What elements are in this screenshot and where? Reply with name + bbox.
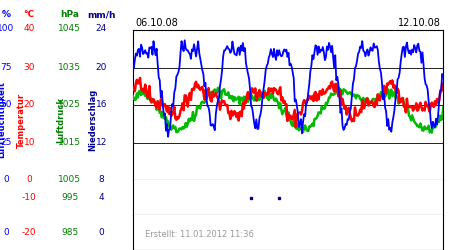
Text: 0: 0: [3, 176, 9, 184]
Text: Temperatur: Temperatur: [17, 92, 26, 148]
Text: 995: 995: [61, 193, 78, 202]
Text: hPa: hPa: [60, 10, 79, 19]
Text: 100: 100: [0, 24, 14, 33]
Text: 16: 16: [95, 100, 107, 110]
Text: 20: 20: [23, 100, 35, 110]
Text: Luftdruck: Luftdruck: [56, 97, 65, 143]
Text: 8: 8: [99, 176, 104, 184]
Text: mm/h: mm/h: [87, 10, 116, 19]
Text: 10: 10: [23, 138, 35, 147]
Text: Luftfeuchtigkeit: Luftfeuchtigkeit: [0, 82, 6, 158]
Text: 20: 20: [95, 63, 107, 72]
Text: 1045: 1045: [58, 24, 81, 33]
Text: -10: -10: [22, 193, 36, 202]
Text: 75: 75: [0, 63, 12, 72]
Text: %: %: [1, 10, 10, 19]
Text: °C: °C: [24, 10, 35, 19]
Text: Erstellt: 11.01.2012 11:36: Erstellt: 11.01.2012 11:36: [145, 230, 254, 239]
Text: 1005: 1005: [58, 176, 81, 184]
Text: 4: 4: [99, 193, 104, 202]
Text: 25: 25: [0, 138, 12, 147]
Text: 0: 0: [27, 176, 32, 184]
Text: 1035: 1035: [58, 63, 81, 72]
Text: 1025: 1025: [58, 100, 81, 110]
Text: Niederschlag: Niederschlag: [88, 89, 97, 151]
Text: 0: 0: [3, 228, 9, 237]
Text: 50: 50: [0, 100, 12, 110]
Text: 0: 0: [99, 228, 104, 237]
Text: 40: 40: [23, 24, 35, 33]
Text: -20: -20: [22, 228, 36, 237]
Text: 12.10.08: 12.10.08: [398, 18, 441, 28]
Text: 30: 30: [23, 63, 35, 72]
Text: 06.10.08: 06.10.08: [135, 18, 178, 28]
Text: 12: 12: [95, 138, 107, 147]
Text: 1015: 1015: [58, 138, 81, 147]
Text: 24: 24: [95, 24, 107, 33]
Text: 985: 985: [61, 228, 78, 237]
